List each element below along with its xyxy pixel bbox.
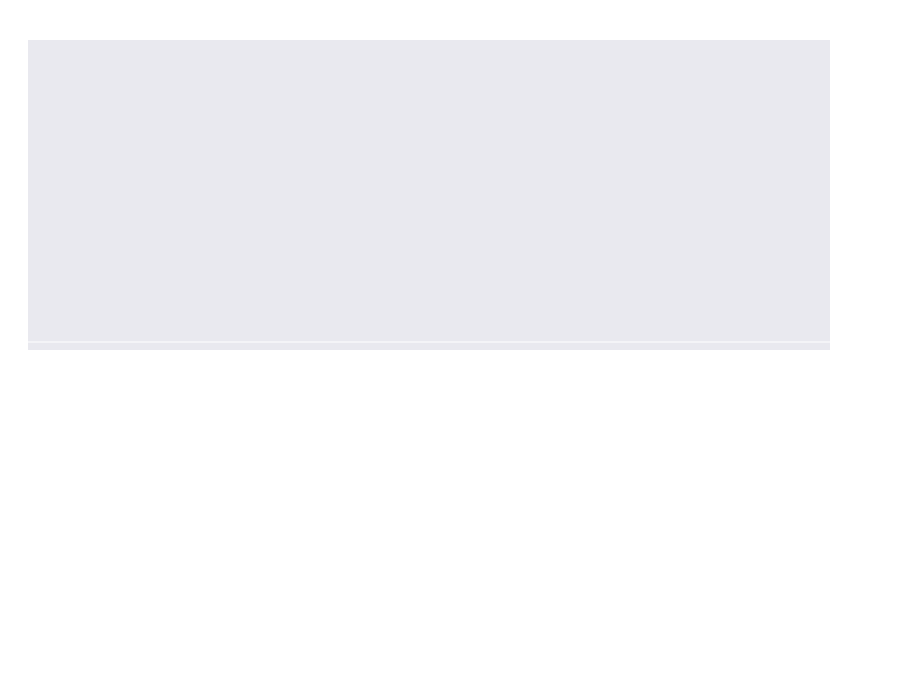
charts-svg xyxy=(0,0,900,700)
chart1-plot-bg xyxy=(28,40,830,350)
chart-container xyxy=(0,0,900,700)
